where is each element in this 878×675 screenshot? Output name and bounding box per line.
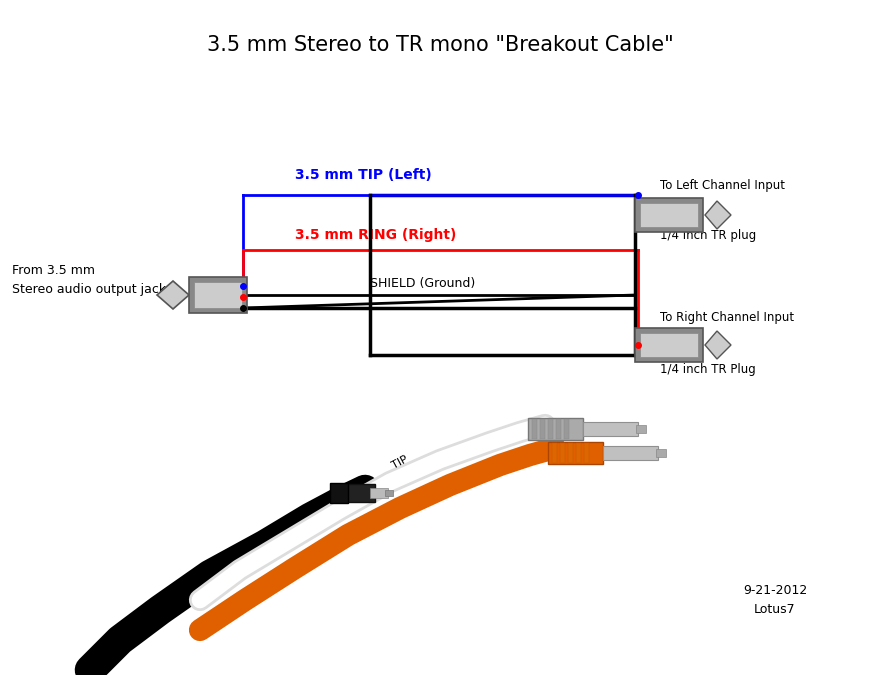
Bar (370, 488, 387, 498)
Text: 3.5 mm Stereo to TR mono "Breakout Cable": 3.5 mm Stereo to TR mono "Breakout Cable… (206, 35, 673, 55)
Bar (559, 443, 565, 463)
Bar (564, 419, 568, 439)
Bar (194, 282, 241, 308)
Bar (582, 422, 637, 436)
Text: 3.5 mm TIP (Left): 3.5 mm TIP (Left) (295, 168, 431, 182)
Bar (528, 418, 582, 440)
Text: To Left Channel Input: To Left Channel Input (659, 178, 784, 192)
Bar (547, 419, 552, 439)
Bar (547, 442, 602, 464)
Bar (189, 277, 247, 313)
Text: SHIELD (Ground): SHIELD (Ground) (370, 277, 475, 290)
Text: To Right Channel Input: To Right Channel Input (659, 311, 793, 325)
Bar (639, 203, 697, 227)
Bar (551, 443, 557, 463)
Bar (575, 443, 580, 463)
Text: 3.5 mm RING (Right): 3.5 mm RING (Right) (295, 228, 456, 242)
Bar (329, 483, 348, 503)
Text: TIP: TIP (390, 454, 409, 470)
Bar (634, 198, 702, 232)
Bar (636, 425, 645, 433)
Text: 1/4 inch TR Plug: 1/4 inch TR Plug (659, 364, 755, 377)
Text: 1/4 inch TR plug: 1/4 inch TR plug (659, 229, 755, 242)
Bar (602, 446, 658, 460)
Bar (531, 419, 536, 439)
Polygon shape (704, 201, 730, 229)
Text: 9-21-2012
Lotus7: 9-21-2012 Lotus7 (742, 584, 806, 616)
Bar (556, 419, 560, 439)
Bar (567, 443, 572, 463)
Text: From 3.5 mm
Stereo audio output jack: From 3.5 mm Stereo audio output jack (12, 265, 166, 296)
Bar (340, 484, 375, 502)
Polygon shape (704, 331, 730, 359)
Bar (385, 490, 392, 496)
Bar (634, 328, 702, 362)
Polygon shape (157, 281, 189, 309)
Bar (655, 449, 666, 457)
Bar (639, 333, 697, 357)
Bar (583, 443, 588, 463)
Bar (539, 419, 544, 439)
